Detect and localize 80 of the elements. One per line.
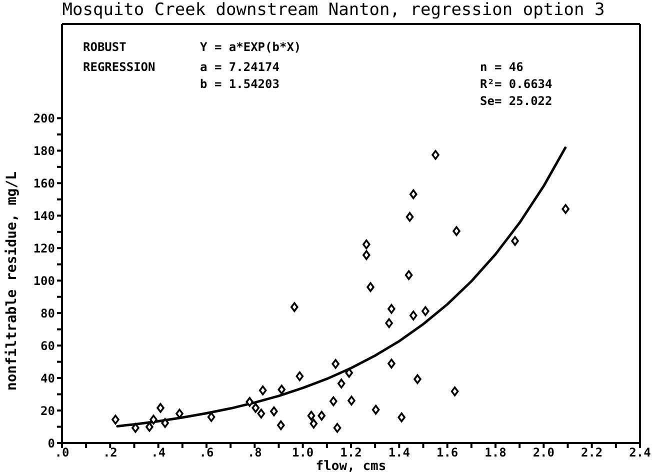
point	[207, 412, 216, 422]
annotation: Se= 25.022	[480, 94, 552, 108]
y-tick-label: 180	[33, 144, 55, 158]
point	[332, 359, 340, 369]
y-tick-label: 80	[40, 306, 55, 320]
point	[409, 189, 418, 200]
annotation: ROBUST	[83, 40, 126, 54]
point	[372, 404, 380, 415]
annotation: R²= 0.6634	[480, 77, 552, 91]
x-tick-label: 1.0	[292, 446, 314, 460]
x-tick-label: .0	[54, 446, 70, 460]
x-tick-label: 1.4	[388, 446, 410, 460]
point	[388, 358, 396, 368]
x-tick-label: 2.2	[580, 446, 603, 460]
annotation: n = 46	[480, 60, 524, 74]
point	[246, 397, 254, 407]
y-tick-label: 140	[33, 208, 55, 223]
point	[161, 418, 169, 428]
y-tick-label: 0	[48, 436, 55, 450]
point	[452, 226, 460, 236]
point	[362, 239, 370, 250]
point	[132, 422, 140, 433]
y-tick-label: 160	[33, 176, 55, 190]
point	[406, 212, 414, 222]
annotation: Y = a*EXP(b*X)	[200, 40, 302, 54]
point	[296, 371, 304, 382]
x-tick-label: 1.6	[436, 446, 458, 460]
point	[511, 236, 519, 246]
point	[307, 410, 316, 421]
point	[337, 378, 346, 388]
point	[290, 302, 298, 312]
x-tick-label: 1.2	[340, 446, 362, 460]
point	[385, 318, 393, 328]
point	[422, 306, 430, 316]
x-tick-label: .6	[199, 446, 214, 460]
point	[362, 250, 370, 260]
y-tick-label: 40	[40, 371, 55, 386]
point	[345, 368, 353, 378]
annotation: b = 1.54203	[200, 77, 280, 91]
point	[318, 410, 326, 421]
point	[252, 403, 260, 413]
y-axis-title: nonfiltrable residue, mg/L	[4, 171, 20, 391]
point	[278, 384, 286, 394]
point	[404, 270, 413, 280]
point	[562, 204, 570, 214]
point	[277, 420, 285, 430]
point	[150, 414, 158, 425]
x-tick-label: .4	[151, 446, 166, 460]
x-tick-label: 1.8	[484, 446, 506, 460]
point	[366, 282, 374, 292]
point	[409, 310, 418, 320]
point	[450, 386, 459, 396]
annotation: REGRESSION	[83, 60, 156, 74]
y-tick-label: 200	[33, 111, 55, 126]
point	[146, 422, 154, 432]
point	[330, 396, 338, 406]
point	[258, 385, 267, 396]
point	[388, 304, 396, 314]
x-tick-label: 2.4	[629, 446, 651, 460]
x-axis-title: flow, cms	[314, 459, 388, 474]
point	[333, 422, 342, 433]
x-tick-label: .2	[102, 446, 118, 460]
x-tick-label: 2.0	[532, 446, 555, 460]
y-tick-label: 100	[33, 274, 55, 288]
y-tick-label: 20	[40, 404, 55, 418]
point	[156, 403, 164, 413]
point	[257, 408, 266, 419]
chart-title: Mosquito Creek downstream Nanton, regression option 3	[61, 0, 606, 20]
y-tick-label: 120	[33, 241, 55, 256]
point	[398, 412, 406, 422]
point	[176, 408, 184, 419]
y-tick-label: 60	[40, 338, 55, 353]
point	[348, 396, 356, 406]
point	[112, 414, 120, 425]
point	[414, 374, 422, 384]
point	[270, 406, 278, 416]
point	[310, 418, 318, 429]
point	[432, 150, 440, 160]
x-tick-label: .8	[247, 446, 262, 460]
annotation: a = 7.24174	[200, 60, 280, 74]
